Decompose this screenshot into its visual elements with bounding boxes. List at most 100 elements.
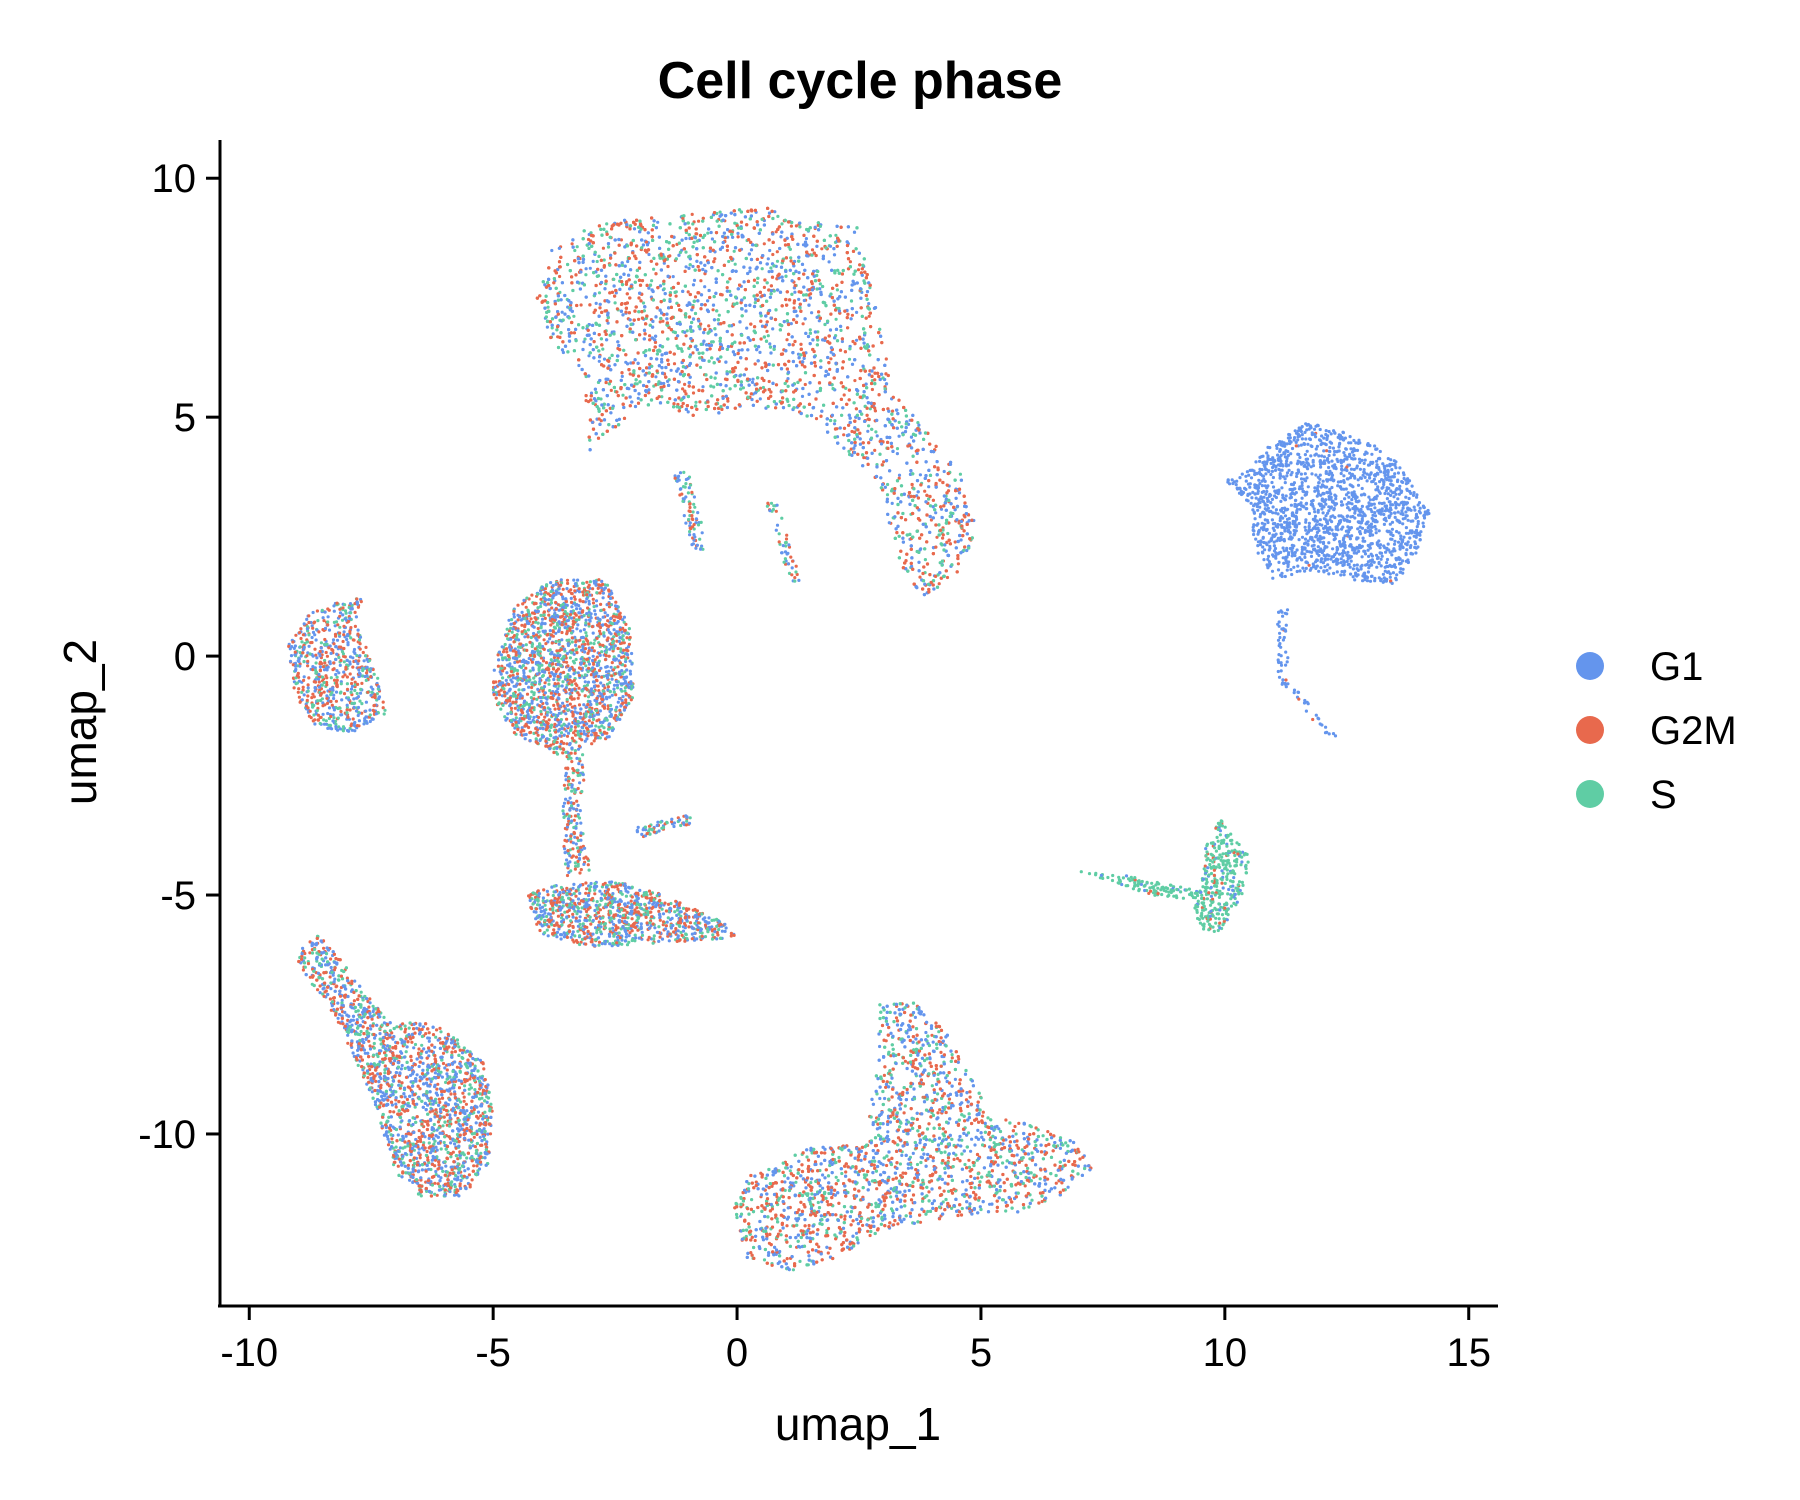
point-g2m: [761, 303, 765, 308]
point-g2m: [637, 296, 641, 300]
point-s: [662, 298, 666, 302]
point-s: [780, 222, 784, 226]
point-g1: [726, 345, 731, 349]
point-s: [573, 248, 577, 253]
point-s: [847, 449, 851, 453]
point-g1: [706, 299, 710, 303]
point-g1: [712, 318, 717, 322]
point-g1: [673, 398, 677, 402]
point-g2m: [841, 360, 845, 364]
point-s: [719, 355, 723, 359]
point-g1: [890, 501, 894, 505]
point-g1: [923, 476, 927, 480]
point-g2m: [654, 272, 658, 276]
point-s: [829, 292, 833, 296]
point-g1: [742, 265, 746, 269]
point-g1: [574, 327, 578, 331]
point-g1: [643, 305, 647, 309]
point-g1: [616, 354, 620, 358]
point-g1: [581, 257, 586, 261]
point-g2m: [838, 348, 843, 352]
point-s: [934, 503, 938, 507]
point-s: [582, 283, 587, 287]
point-g2m: [870, 381, 874, 386]
point-s: [726, 310, 730, 314]
point-s: [690, 320, 694, 325]
point-g1: [807, 392, 811, 396]
point-s: [577, 323, 581, 327]
point-g1: [802, 285, 806, 289]
point-s: [787, 403, 791, 408]
point-g1: [850, 362, 855, 366]
point-g1: [830, 413, 835, 417]
point-g1: [876, 358, 880, 362]
point-g2m: [573, 259, 577, 263]
point-s: [593, 250, 597, 254]
point-g2m: [899, 516, 904, 520]
point-g1: [895, 452, 900, 456]
point-s: [735, 301, 739, 305]
point-g2m: [701, 389, 705, 393]
point-g2m: [870, 404, 874, 409]
point-s: [939, 542, 943, 546]
point-g2m: [690, 212, 694, 216]
point-g2m: [846, 312, 850, 316]
point-g2m: [738, 341, 742, 345]
point-g1: [642, 328, 647, 332]
point-s: [923, 558, 928, 562]
point-g1: [800, 262, 805, 266]
point-g1: [649, 356, 653, 361]
point-g2m: [680, 370, 684, 374]
point-g2m: [606, 366, 610, 370]
point-s: [599, 337, 604, 341]
point-g2m: [615, 390, 619, 394]
point-g1: [918, 548, 922, 552]
point-g1: [632, 227, 637, 231]
point-g2m: [628, 227, 632, 231]
point-g1: [828, 328, 833, 332]
point-g1: [955, 504, 960, 508]
point-g1: [846, 375, 850, 379]
point-g1: [724, 214, 728, 218]
point-g2m: [880, 341, 884, 345]
point-s: [686, 221, 690, 225]
point-g1: [606, 311, 610, 315]
point-g1: [884, 459, 889, 463]
point-g1: [643, 373, 647, 377]
point-g2m: [847, 388, 852, 392]
point-g2m: [572, 331, 577, 335]
point-g1: [842, 446, 846, 450]
point-s: [728, 387, 732, 391]
point-g1: [746, 348, 750, 352]
point-g2m: [747, 238, 751, 242]
point-g2m: [886, 440, 890, 444]
point-g1: [768, 342, 772, 346]
point-g2m: [848, 260, 853, 264]
point-g2m: [839, 225, 843, 229]
point-g2m: [617, 243, 621, 247]
point-g2m: [637, 374, 641, 378]
point-s: [732, 375, 737, 379]
point-g2m: [696, 265, 700, 269]
point-s: [868, 286, 872, 290]
point-g2m: [648, 338, 652, 342]
point-g1: [659, 381, 663, 385]
point-g1: [940, 515, 944, 520]
point-s: [610, 353, 614, 357]
point-g1: [758, 397, 762, 401]
point-g1: [791, 351, 795, 355]
point-g1: [594, 301, 598, 305]
point-g2m: [767, 388, 771, 392]
point-g2m: [643, 248, 648, 252]
point-g2m: [758, 290, 763, 294]
point-g1: [767, 270, 771, 274]
point-g1: [691, 264, 695, 269]
point-s: [769, 292, 773, 296]
point-s: [904, 408, 908, 412]
point-s: [649, 398, 654, 402]
point-g2m: [750, 209, 754, 213]
point-g2m: [858, 263, 862, 267]
point-g2m: [632, 318, 636, 322]
point-g1: [641, 369, 645, 373]
point-g1: [779, 367, 784, 371]
